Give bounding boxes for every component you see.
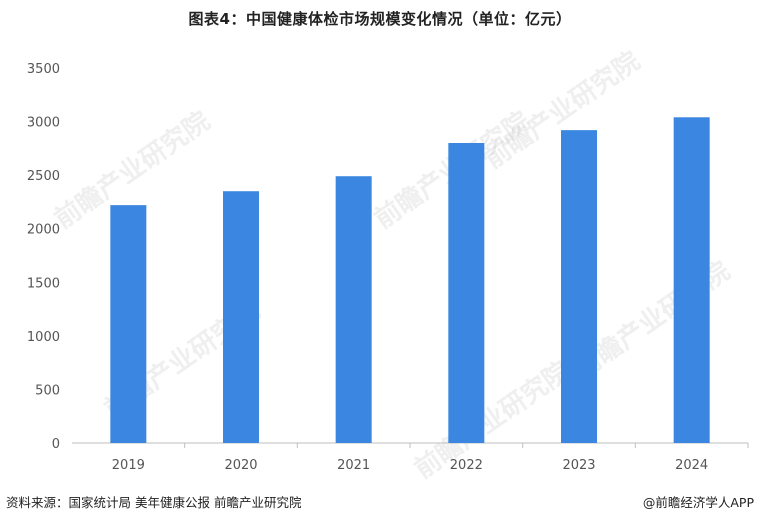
bar bbox=[673, 117, 710, 444]
footer: 资料来源：国家统计局 美年健康公报 前瞻产业研究院 @前瞻经济学人APP bbox=[0, 492, 760, 514]
source-note: 资料来源：国家统计局 美年健康公报 前瞻产业研究院 bbox=[6, 495, 302, 510]
x-tick-label: 2024 bbox=[675, 458, 708, 473]
y-tick-label: 1500 bbox=[27, 276, 60, 291]
y-tick-label: 500 bbox=[35, 383, 60, 398]
y-tick-label: 1000 bbox=[27, 330, 60, 345]
bar bbox=[110, 205, 147, 443]
credit-note: @前瞻经济学人APP bbox=[642, 495, 754, 510]
x-tick-label: 2023 bbox=[562, 458, 595, 473]
y-tick-label: 3000 bbox=[27, 116, 60, 131]
y-tick-label: 0 bbox=[52, 437, 60, 452]
bar-chart: 0 500 1000 1500 2000 2500 3000 3500 2019 2020 2021… bbox=[27, 62, 749, 473]
x-tick-label: 2019 bbox=[112, 458, 145, 473]
chart-title: 图表4：中国健康体检市场规模变化情况（单位：亿元） bbox=[188, 10, 572, 28]
y-tick-label: 3500 bbox=[27, 62, 60, 77]
bar bbox=[223, 191, 259, 443]
x-tick-label: 2020 bbox=[224, 458, 257, 473]
y-tick-label: 2000 bbox=[27, 223, 60, 238]
x-tick-label: 2021 bbox=[337, 458, 370, 473]
bar bbox=[561, 130, 597, 443]
y-tick-label: 2500 bbox=[27, 169, 60, 184]
bar bbox=[335, 176, 372, 443]
x-tick-label: 2022 bbox=[450, 458, 483, 473]
bar bbox=[448, 143, 485, 443]
